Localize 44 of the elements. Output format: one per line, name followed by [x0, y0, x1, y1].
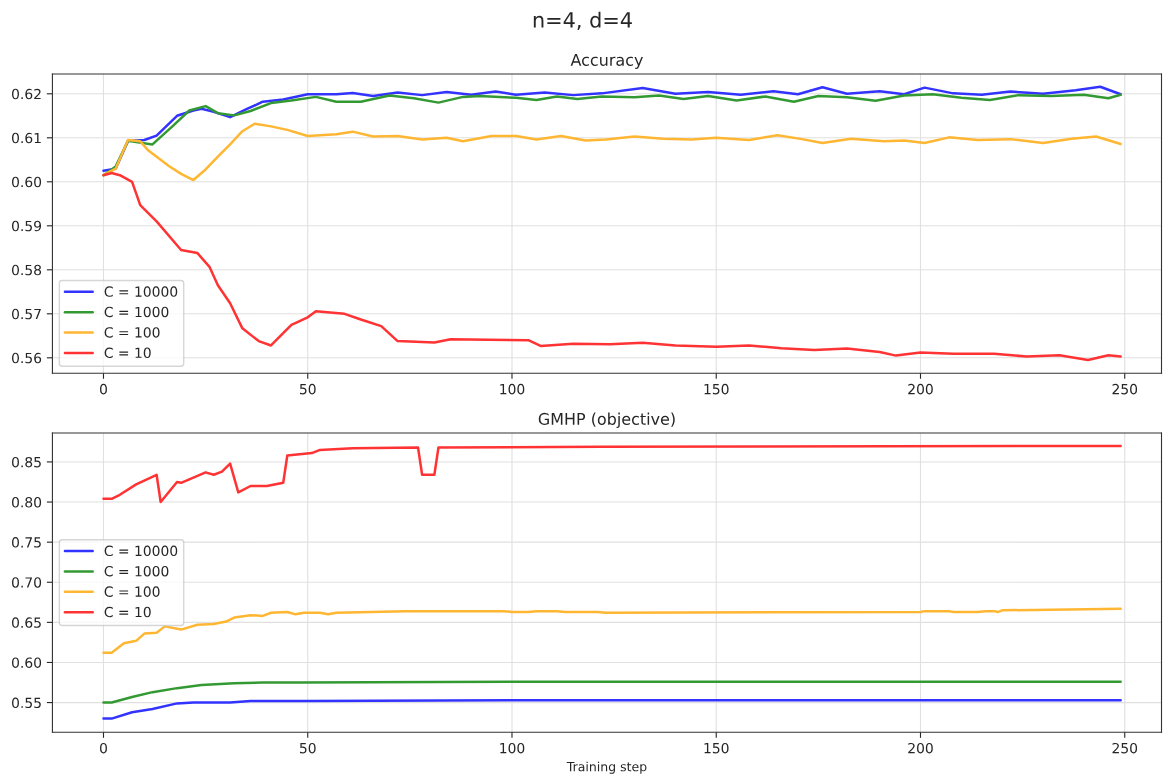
x-tick-label: 200: [908, 742, 933, 754]
legend-label: C = 100: [104, 327, 160, 338]
x-tick-label: 200: [908, 383, 933, 395]
y-tick-label: 0.70: [12, 577, 42, 588]
y-tick-label: 0.58: [12, 264, 42, 276]
x-tick-label: 50: [299, 383, 316, 395]
chart-title: n=4, d=4: [533, 11, 632, 30]
chart-subtitle: Accuracy: [570, 54, 643, 69]
y-tick-label: 0.75: [12, 537, 41, 548]
x-tick-label: 50: [299, 742, 316, 754]
legend-label: C = 1000: [104, 565, 169, 577]
legend-label: C = 10000: [104, 545, 178, 557]
legend-label: C = 10: [104, 347, 151, 359]
line-series: [102, 171, 1122, 362]
legend-label: C = 10: [104, 606, 151, 618]
x-tick-label: 0: [99, 742, 107, 754]
legend-label: C = 1000: [104, 306, 169, 318]
y-tick-label: 0.56: [12, 352, 42, 364]
y-tick-label: 0.62: [12, 88, 41, 100]
line-series: [102, 444, 1122, 504]
x-axis-title: Training step: [566, 761, 647, 774]
x-tick-label: 0: [99, 383, 107, 395]
x-tick-label: 100: [500, 742, 525, 754]
x-tick-label: 150: [704, 383, 729, 395]
legend-label: C = 10000: [104, 286, 178, 297]
x-tick-label: 150: [704, 742, 729, 754]
y-tick-label: 0.60: [12, 657, 42, 668]
y-tick-label: 0.85: [12, 456, 41, 468]
y-tick-label: 0.55: [12, 697, 41, 709]
line-series: [102, 680, 1122, 704]
y-tick-label: 0.61: [12, 132, 41, 144]
chart-title: GMHP (objective): [538, 412, 675, 429]
line-series: [102, 698, 1122, 720]
y-tick-label: 0.60: [12, 176, 42, 188]
y-tick-label: 0.57: [12, 308, 41, 320]
y-tick-label: 0.59: [12, 220, 42, 232]
x-tick-label: 250: [1112, 383, 1138, 395]
legend-label: C = 100: [104, 586, 160, 597]
line-series: [102, 607, 1122, 655]
line-series: [102, 122, 1122, 182]
x-tick-label: 250: [1112, 742, 1138, 754]
y-tick-label: 0.65: [12, 617, 41, 628]
x-tick-label: 100: [500, 383, 525, 395]
y-tick-label: 0.80: [12, 497, 42, 508]
